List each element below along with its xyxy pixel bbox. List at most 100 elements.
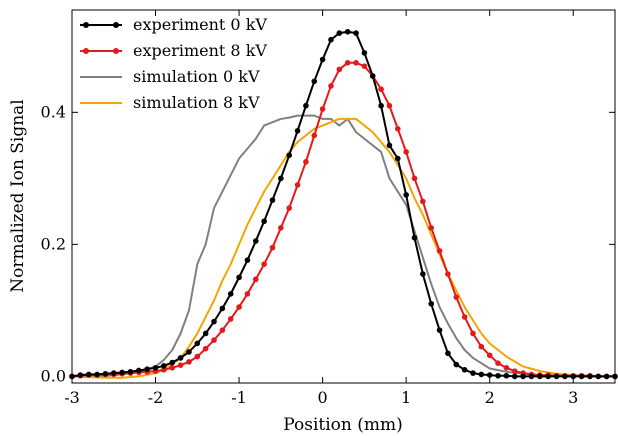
data-point (202, 330, 209, 337)
x-axis-label: Position (mm) (283, 415, 403, 435)
data-point (169, 365, 176, 371)
series-line (72, 114, 615, 378)
data-point (77, 372, 84, 378)
data-point (211, 318, 217, 325)
x-tick-label: 1 (401, 388, 411, 407)
data-point (261, 261, 267, 267)
data-point (202, 345, 209, 352)
legend-label: simulation 0 kV (133, 67, 260, 86)
data-point (453, 361, 460, 368)
series-simulation-0-kv (72, 114, 615, 378)
data-point (311, 132, 318, 139)
data-point (102, 370, 109, 377)
legend-marker (113, 22, 119, 28)
data-point (411, 175, 418, 182)
data-point (252, 238, 259, 244)
data-point (403, 149, 409, 155)
data-point (353, 30, 359, 36)
data-point (169, 359, 176, 366)
data-point (537, 373, 543, 380)
data-point (495, 372, 501, 379)
data-point (436, 248, 443, 254)
data-point (261, 218, 267, 225)
data-point (361, 63, 368, 69)
y-tick-label: 0.4 (41, 102, 66, 121)
data-point (336, 30, 343, 36)
data-point (386, 102, 393, 109)
data-point (420, 271, 426, 277)
x-tick-label: 0 (318, 388, 328, 407)
data-point (286, 152, 293, 159)
data-point (144, 366, 150, 372)
data-point (395, 155, 401, 162)
data-point (303, 102, 309, 109)
data-point (294, 182, 301, 188)
legend-marker (83, 48, 89, 54)
data-point (269, 244, 276, 251)
data-point (395, 126, 401, 132)
data-point (127, 368, 134, 375)
data-point (378, 102, 384, 109)
data-point (244, 291, 251, 297)
data-point (110, 370, 117, 376)
data-point (478, 371, 485, 378)
data-point (269, 197, 276, 203)
legend-item: experiment 8 kV (80, 41, 267, 60)
data-point (161, 363, 167, 369)
data-point (344, 28, 351, 35)
data-point (177, 355, 184, 361)
data-point (211, 337, 217, 343)
data-point (378, 86, 384, 93)
data-point (603, 373, 610, 380)
series-layer (69, 28, 618, 380)
legend: experiment 0 kV experiment 8 kV simulation… (80, 15, 267, 112)
data-point (303, 159, 309, 165)
data-point (411, 234, 418, 241)
data-point (520, 373, 526, 380)
legend-item: experiment 0 kV (80, 15, 267, 34)
data-point (319, 56, 326, 63)
data-point (152, 365, 159, 371)
data-point (369, 73, 376, 79)
legend-label: experiment 8 kV (133, 41, 267, 60)
data-point (428, 225, 435, 231)
data-point (545, 373, 551, 380)
y-axis-label: Normalized Ion Signal (8, 99, 28, 292)
data-point (503, 365, 510, 371)
data-point (562, 373, 568, 380)
data-point (278, 175, 284, 182)
data-point (336, 66, 343, 73)
data-point (470, 370, 476, 376)
data-point (319, 106, 326, 112)
data-point (486, 352, 493, 359)
data-point (236, 274, 242, 281)
data-point (553, 373, 560, 380)
data-point (503, 372, 510, 379)
data-point (486, 372, 493, 378)
x-tick-label: -2 (148, 388, 164, 407)
x-tick-label: -1 (231, 388, 247, 407)
series-line (71, 117, 616, 379)
data-point (353, 60, 359, 66)
data-point (478, 343, 485, 350)
data-point (386, 142, 393, 149)
data-point (328, 83, 334, 89)
data-point (511, 373, 518, 380)
data-point (186, 349, 192, 355)
data-point (361, 50, 368, 56)
y-tick-label: 0.2 (41, 234, 66, 253)
series-simulation-8-kv (71, 117, 616, 379)
data-point (328, 36, 334, 43)
data-point (470, 330, 476, 337)
legend-item: simulation 8 kV (80, 93, 260, 112)
data-point (445, 271, 451, 277)
legend-label: experiment 0 kV (133, 15, 267, 34)
plot-frame (71, 9, 616, 384)
data-point (227, 291, 234, 297)
legend-label: simulation 8 kV (133, 93, 260, 112)
data-point (294, 128, 301, 134)
data-point (453, 294, 460, 300)
legend-marker (113, 48, 119, 54)
data-point (85, 371, 92, 378)
